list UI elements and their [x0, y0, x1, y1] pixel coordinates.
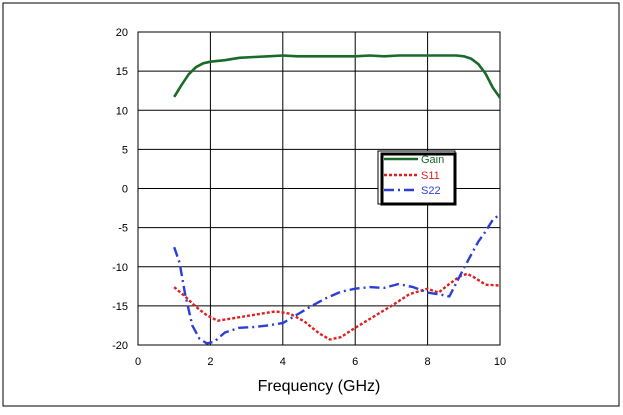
x-tick-label: 0 — [135, 356, 141, 368]
y-tick-label: 10 — [116, 105, 128, 117]
x-tick-label: 8 — [425, 356, 431, 368]
x-axis-label: Frequency (GHz) — [258, 378, 381, 395]
y-tick-label: -5 — [118, 223, 128, 235]
y-tick-label: -20 — [112, 340, 128, 352]
series-s22-line — [173, 213, 501, 345]
outer-border — [2, 2, 620, 407]
y-tick-label: 0 — [122, 184, 128, 196]
x-tick-label: 10 — [494, 356, 506, 368]
x-tick-label: 6 — [352, 356, 358, 368]
x-tick-label: 2 — [207, 356, 213, 368]
series-gain-line — [173, 54, 502, 99]
y-tick-label: -15 — [112, 301, 128, 313]
y-tick-label: 15 — [116, 66, 128, 78]
series-s11-line — [173, 272, 501, 341]
tick-labels: 20 15 10 5 0 -5 -10 -15 -20 0 2 4 6 8 10 — [112, 27, 506, 368]
legend-label-gain: Gain — [421, 154, 444, 166]
y-tick-label: 20 — [116, 27, 128, 39]
legend-label-s11: S11 — [421, 170, 440, 182]
series-layer — [173, 54, 502, 345]
y-tick-label: -10 — [112, 262, 128, 274]
y-tick-label: 5 — [122, 144, 128, 156]
legend-label-s22: S22 — [421, 185, 441, 197]
legend: Gain S11 S22 — [377, 150, 457, 206]
plot-area — [137, 31, 501, 346]
legend-shadow — [380, 152, 457, 206]
x-tick-label: 4 — [280, 356, 286, 368]
